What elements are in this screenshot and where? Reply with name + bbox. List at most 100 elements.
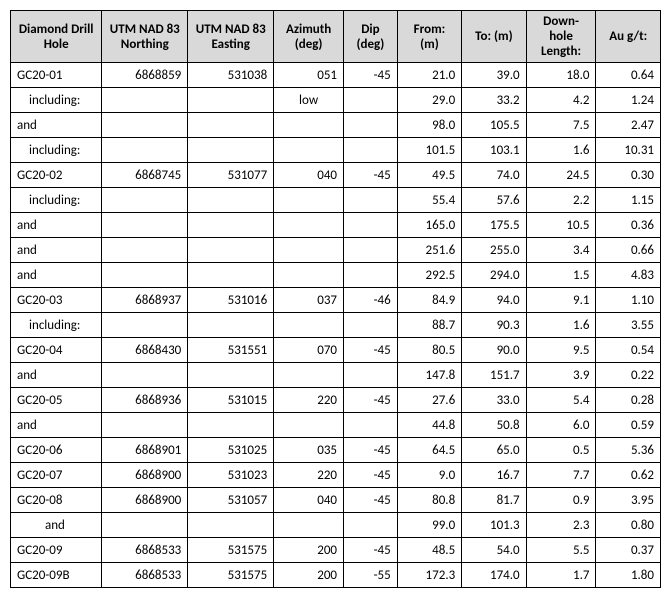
cell-length: 0.5 <box>526 438 596 463</box>
col-header-drillhole: Diamond Drill Hole <box>11 11 102 63</box>
cell-northing: 6868937 <box>102 288 188 313</box>
cell-drillhole: GC20-06 <box>11 438 102 463</box>
cell-to: 294.0 <box>462 263 526 288</box>
cell-dip <box>344 138 398 163</box>
col-header-easting: UTM NAD 83 Easting <box>188 11 274 63</box>
cell-azimuth: 035 <box>274 438 344 463</box>
cell-dip <box>344 188 398 213</box>
cell-from: 99.0 <box>397 513 461 538</box>
cell-easting: 531575 <box>188 538 274 563</box>
cell-northing: 6868936 <box>102 388 188 413</box>
cell-easting <box>188 138 274 163</box>
cell-length: 1.7 <box>526 563 596 588</box>
table-row: and292.5294.01.54.83 <box>11 263 661 288</box>
cell-azimuth <box>274 263 344 288</box>
cell-easting <box>188 363 274 388</box>
cell-from: 165.0 <box>397 213 461 238</box>
cell-drillhole: including: <box>11 138 102 163</box>
cell-to: 81.7 <box>462 488 526 513</box>
table-row: GC20-076868900531023220-459.016.77.70.62 <box>11 463 661 488</box>
cell-easting <box>188 313 274 338</box>
cell-dip <box>344 263 398 288</box>
cell-from: 172.3 <box>397 563 461 588</box>
cell-drillhole: GC20-07 <box>11 463 102 488</box>
cell-from: 292.5 <box>397 263 461 288</box>
cell-azimuth: 040 <box>274 163 344 188</box>
cell-to: 65.0 <box>462 438 526 463</box>
cell-length: 9.5 <box>526 338 596 363</box>
table-row: including:55.457.62.21.15 <box>11 188 661 213</box>
table-row: and44.850.86.00.59 <box>11 413 661 438</box>
cell-au: 0.28 <box>596 388 661 413</box>
cell-dip <box>344 363 398 388</box>
cell-azimuth: 200 <box>274 538 344 563</box>
cell-drillhole: and <box>11 238 102 263</box>
cell-drillhole: GC20-03 <box>11 288 102 313</box>
cell-northing <box>102 413 188 438</box>
table-row: GC20-096868533531575200-4548.554.05.50.3… <box>11 538 661 563</box>
cell-easting <box>188 238 274 263</box>
cell-drillhole: and <box>11 213 102 238</box>
cell-to: 90.0 <box>462 338 526 363</box>
cell-au: 10.31 <box>596 138 661 163</box>
cell-drillhole: GC20-01 <box>11 63 102 88</box>
cell-length: 6.0 <box>526 413 596 438</box>
cell-to: 33.2 <box>462 88 526 113</box>
cell-au: 0.62 <box>596 463 661 488</box>
cell-to: 57.6 <box>462 188 526 213</box>
cell-from: 88.7 <box>397 313 461 338</box>
col-header-length: Down-hole Length: <box>526 11 596 63</box>
table-row: GC20-09B6868533531575200-55172.3174.01.7… <box>11 563 661 588</box>
cell-to: 90.3 <box>462 313 526 338</box>
cell-from: 147.8 <box>397 363 461 388</box>
col-header-azimuth: Azimuth (deg) <box>274 11 344 63</box>
cell-length: 7.7 <box>526 463 596 488</box>
cell-length: 3.4 <box>526 238 596 263</box>
cell-dip <box>344 513 398 538</box>
cell-easting <box>188 213 274 238</box>
cell-northing: 6868901 <box>102 438 188 463</box>
cell-azimuth: 037 <box>274 288 344 313</box>
cell-northing <box>102 88 188 113</box>
cell-northing <box>102 138 188 163</box>
cell-from: 84.9 <box>397 288 461 313</box>
cell-northing: 6868900 <box>102 488 188 513</box>
cell-from: 80.8 <box>397 488 461 513</box>
cell-drillhole: and <box>11 363 102 388</box>
cell-easting: 531025 <box>188 438 274 463</box>
cell-length: 1.6 <box>526 138 596 163</box>
cell-to: 16.7 <box>462 463 526 488</box>
cell-dip: -45 <box>344 438 398 463</box>
cell-from: 101.5 <box>397 138 461 163</box>
cell-au: 0.80 <box>596 513 661 538</box>
cell-au: 0.66 <box>596 238 661 263</box>
cell-au: 0.22 <box>596 363 661 388</box>
cell-azimuth: 220 <box>274 463 344 488</box>
cell-length: 5.4 <box>526 388 596 413</box>
cell-northing <box>102 213 188 238</box>
table-row: GC20-016868859531038051-4521.039.018.00.… <box>11 63 661 88</box>
cell-azimuth <box>274 513 344 538</box>
table-row: GC20-046868430531551070-4580.590.09.50.5… <box>11 338 661 363</box>
cell-from: 48.5 <box>397 538 461 563</box>
cell-from: 27.6 <box>397 388 461 413</box>
cell-northing: 6868430 <box>102 338 188 363</box>
cell-northing <box>102 363 188 388</box>
cell-from: 44.8 <box>397 413 461 438</box>
cell-to: 175.5 <box>462 213 526 238</box>
cell-au: 0.36 <box>596 213 661 238</box>
cell-dip: -45 <box>344 538 398 563</box>
cell-easting: 531575 <box>188 563 274 588</box>
cell-from: 80.5 <box>397 338 461 363</box>
cell-easting: 531551 <box>188 338 274 363</box>
cell-length: 1.6 <box>526 313 596 338</box>
cell-au: 5.36 <box>596 438 661 463</box>
cell-northing <box>102 113 188 138</box>
cell-au: 0.37 <box>596 538 661 563</box>
cell-length: 18.0 <box>526 63 596 88</box>
cell-northing <box>102 263 188 288</box>
cell-to: 151.7 <box>462 363 526 388</box>
cell-dip <box>344 413 398 438</box>
cell-dip: -45 <box>344 338 398 363</box>
cell-to: 255.0 <box>462 238 526 263</box>
